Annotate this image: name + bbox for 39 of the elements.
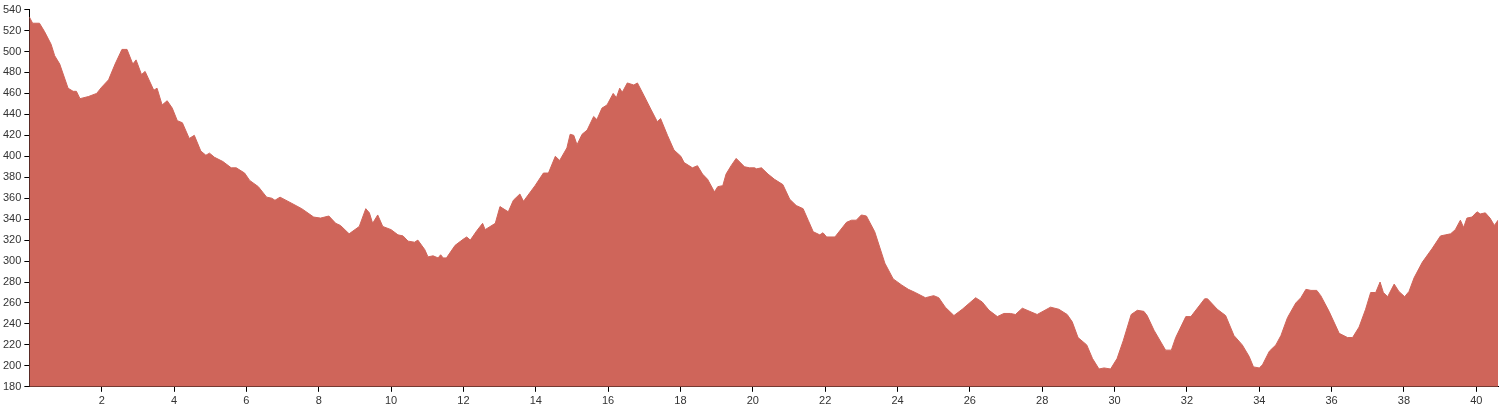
y-tick-label: 380 [2, 170, 22, 183]
y-tick-label: 460 [2, 86, 22, 99]
x-tick-label: 32 [1180, 394, 1194, 407]
x-tick-label: 14 [529, 394, 542, 407]
x-tick-label: 10 [384, 394, 398, 407]
y-tick-label: 420 [2, 128, 22, 141]
x-tick-label: 26 [963, 394, 976, 407]
x-tick-label: 22 [819, 394, 832, 407]
x-tick-label: 40 [1470, 394, 1483, 407]
y-tick-label: 480 [2, 65, 22, 78]
x-tick-label: 30 [1108, 394, 1121, 407]
x-tick-label: 4 [170, 394, 178, 407]
y-tick-label: 320 [2, 233, 22, 246]
y-tick-label: 240 [2, 316, 22, 329]
y-tick-label: 280 [2, 275, 22, 288]
x-tick-label: 38 [1397, 394, 1411, 407]
x-tick-label: 12 [457, 394, 470, 407]
y-tick-label: 440 [2, 107, 22, 120]
y-tick-label: 200 [2, 358, 22, 371]
x-tick-label: 28 [1036, 394, 1049, 407]
y-tick-label: 260 [2, 296, 22, 309]
x-tick-label: 16 [602, 394, 615, 407]
x-tick-label: 24 [891, 394, 904, 407]
x-tick-label: 36 [1325, 394, 1338, 407]
y-tick-label: 500 [2, 44, 22, 57]
x-tick-label: 6 [243, 394, 250, 407]
y-tick-label: 220 [2, 337, 22, 350]
y-tick-label: 180 [2, 379, 22, 392]
x-tick-label: 2 [98, 394, 105, 407]
y-tick-label: 520 [2, 23, 22, 36]
x-tick-label: 8 [315, 394, 322, 407]
x-tick-label: 18 [674, 394, 687, 407]
y-tick-label: 540 [2, 2, 22, 15]
x-tick-label: 20 [746, 394, 759, 407]
x-tick-label: 34 [1253, 394, 1266, 407]
y-tick-label: 300 [2, 254, 22, 267]
y-tick-label: 400 [2, 149, 22, 162]
y-tick-label: 360 [2, 191, 22, 204]
y-tick-label: 340 [2, 212, 22, 225]
